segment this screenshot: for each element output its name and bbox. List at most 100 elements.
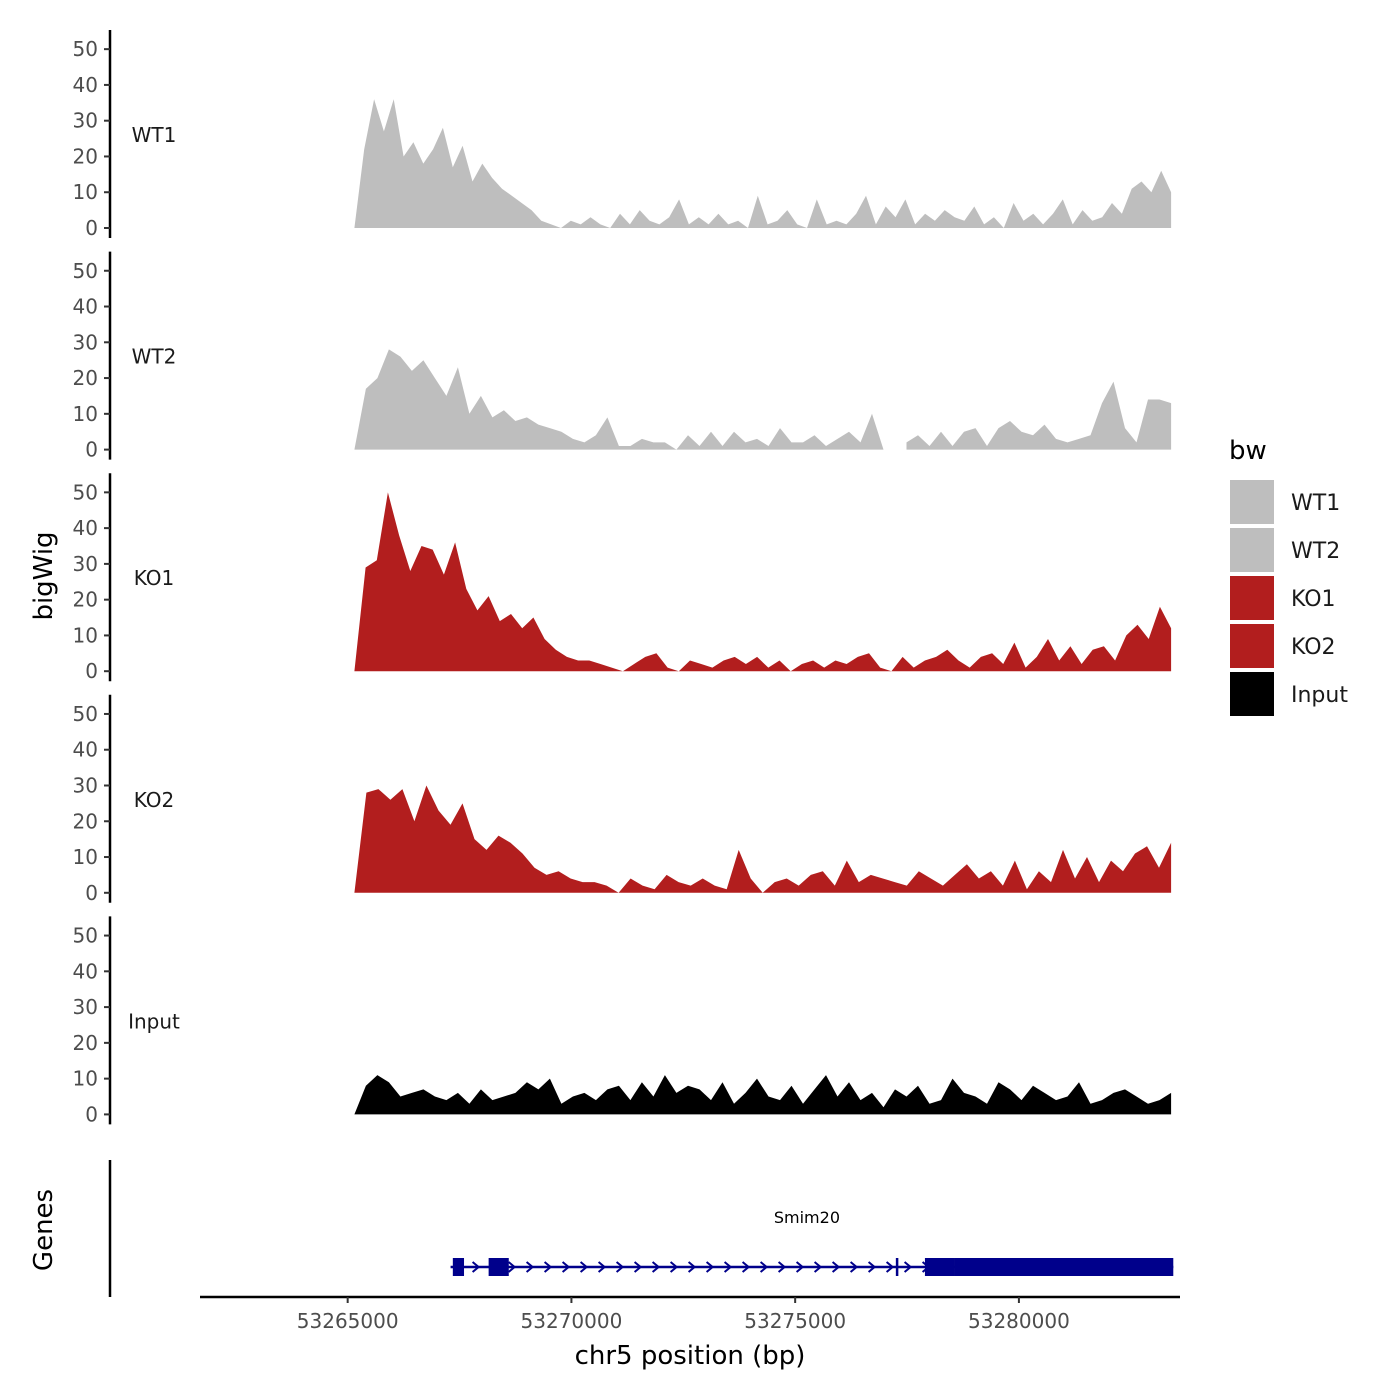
y-axis-title: bigWig bbox=[29, 531, 59, 620]
y-tick-label: 30 bbox=[73, 109, 98, 133]
legend-swatch bbox=[1230, 672, 1274, 716]
y-tick-label: 0 bbox=[85, 881, 98, 905]
y-tick-label: 20 bbox=[73, 144, 98, 168]
track-label: WT2 bbox=[132, 345, 177, 369]
exon bbox=[895, 1258, 899, 1276]
legend-entry-ko2: KO2 bbox=[1230, 624, 1336, 668]
legend-swatch bbox=[1230, 480, 1274, 524]
track-input: 0 10 20 30 40 50 Input bbox=[73, 916, 1172, 1126]
strand-arrow bbox=[831, 1261, 841, 1273]
legend-entry-input: Input bbox=[1230, 672, 1348, 716]
legend-label: WT1 bbox=[1291, 491, 1340, 516]
coverage-area-ko2 bbox=[354, 785, 1172, 893]
x-tick-label: 53280000 bbox=[968, 1309, 1070, 1333]
y-tick-label: 10 bbox=[73, 1067, 98, 1091]
y-tick-label: 50 bbox=[73, 702, 98, 726]
strand-arrow bbox=[561, 1261, 571, 1273]
y-tick-label: 40 bbox=[73, 295, 98, 319]
y-tick-label: 10 bbox=[73, 180, 98, 204]
strand-arrow bbox=[795, 1261, 805, 1273]
exon bbox=[924, 1258, 955, 1276]
track-ko2: 0 10 20 30 40 50 KO2 bbox=[73, 694, 1172, 905]
gene-track: Smim20 bbox=[108, 1160, 1174, 1297]
y-tick-label: 0 bbox=[85, 659, 98, 683]
strand-arrow bbox=[651, 1261, 661, 1273]
y-tick-label: 10 bbox=[73, 623, 98, 647]
strand-arrow bbox=[759, 1261, 769, 1273]
legend-title: bw bbox=[1229, 436, 1267, 466]
y-tick-label: 50 bbox=[73, 480, 98, 504]
coverage-area-wt2 bbox=[354, 349, 884, 450]
legend-label: Input bbox=[1291, 683, 1348, 708]
strand-arrow bbox=[507, 1261, 517, 1273]
gene-name-label: Smim20 bbox=[774, 1208, 840, 1227]
strand-arrow bbox=[543, 1261, 553, 1273]
y-tick-label: 50 bbox=[73, 37, 98, 61]
y-tick-label: 40 bbox=[73, 73, 98, 97]
exon bbox=[954, 1258, 1174, 1276]
strand-arrow bbox=[885, 1261, 895, 1273]
strand-arrow bbox=[687, 1261, 697, 1273]
strand-arrow bbox=[597, 1261, 607, 1273]
y-tick-label: 0 bbox=[85, 438, 98, 462]
strand-arrow bbox=[867, 1261, 877, 1273]
x-tick-label: 53270000 bbox=[521, 1309, 623, 1333]
strand-arrow bbox=[903, 1261, 913, 1273]
gene-smim20: Smim20 bbox=[450, 1208, 1174, 1276]
x-tick-label: 53265000 bbox=[297, 1309, 399, 1333]
y-tick-label: 40 bbox=[73, 959, 98, 983]
track-label: KO1 bbox=[134, 566, 175, 590]
legend-swatch bbox=[1230, 576, 1274, 620]
exon bbox=[452, 1258, 465, 1276]
exon bbox=[488, 1258, 509, 1276]
strand-arrow bbox=[633, 1261, 643, 1273]
track-label: WT1 bbox=[132, 123, 177, 147]
legend: WT1 WT2 KO1 KO2 Input bbox=[1230, 480, 1348, 716]
strand-arrow bbox=[777, 1261, 787, 1273]
track-ko1: 0 10 20 30 40 50 KO1 bbox=[73, 473, 1172, 683]
y-tick-label: 20 bbox=[73, 1031, 98, 1055]
legend-label: KO1 bbox=[1291, 587, 1336, 612]
strand-arrow bbox=[741, 1261, 751, 1273]
coverage-area-ko1 bbox=[354, 492, 1172, 672]
strand-arrow bbox=[705, 1261, 715, 1273]
x-axis-title: chr5 position (bp) bbox=[575, 1341, 806, 1371]
y-tick-label: 20 bbox=[73, 809, 98, 833]
track-wt2: 0 10 20 30 40 50 WT2 bbox=[73, 251, 1172, 462]
strand-arrow bbox=[579, 1261, 589, 1273]
legend-entry-wt2: WT2 bbox=[1230, 528, 1340, 572]
y-tick-label: 30 bbox=[73, 773, 98, 797]
legend-swatch bbox=[1230, 528, 1274, 572]
tracks-layer: 0 10 20 30 40 50 WT1 0 10 20 30 40 50 WT2 0 10 20 30 40 50 K… bbox=[73, 30, 1172, 1126]
coverage-area-wt2 bbox=[906, 381, 1172, 450]
x-axis: 53265000 53270000 53275000 53280000 bbox=[200, 1295, 1180, 1333]
strand-arrow bbox=[813, 1261, 823, 1273]
y-tick-label: 30 bbox=[73, 330, 98, 354]
y-tick-label: 10 bbox=[73, 845, 98, 869]
legend-label: WT2 bbox=[1291, 539, 1340, 564]
y-tick-label: 40 bbox=[73, 738, 98, 762]
strand-arrow bbox=[471, 1261, 481, 1273]
y-tick-label: 30 bbox=[73, 552, 98, 576]
legend-entry-ko1: KO1 bbox=[1230, 576, 1336, 620]
strand-arrow bbox=[615, 1261, 625, 1273]
x-tick-label: 53275000 bbox=[744, 1309, 846, 1333]
track-wt1: 0 10 20 30 40 50 WT1 bbox=[73, 30, 1172, 240]
y-tick-label: 20 bbox=[73, 366, 98, 390]
legend-swatch bbox=[1230, 624, 1274, 668]
strand-arrow bbox=[723, 1261, 733, 1273]
legend-label: KO2 bbox=[1291, 635, 1336, 660]
y-tick-label: 0 bbox=[85, 1102, 98, 1126]
y-tick-label: 50 bbox=[73, 924, 98, 948]
strand-arrow bbox=[525, 1261, 535, 1273]
track-label: Input bbox=[128, 1009, 180, 1033]
y-tick-label: 50 bbox=[73, 259, 98, 283]
strand-arrow bbox=[669, 1261, 679, 1273]
y-tick-label: 0 bbox=[85, 216, 98, 240]
coverage-area-input bbox=[354, 1075, 1172, 1115]
y-tick-label: 30 bbox=[73, 995, 98, 1019]
y-tick-label: 10 bbox=[73, 402, 98, 426]
y-tick-label: 40 bbox=[73, 516, 98, 540]
coverage-area-wt1 bbox=[354, 99, 1172, 228]
